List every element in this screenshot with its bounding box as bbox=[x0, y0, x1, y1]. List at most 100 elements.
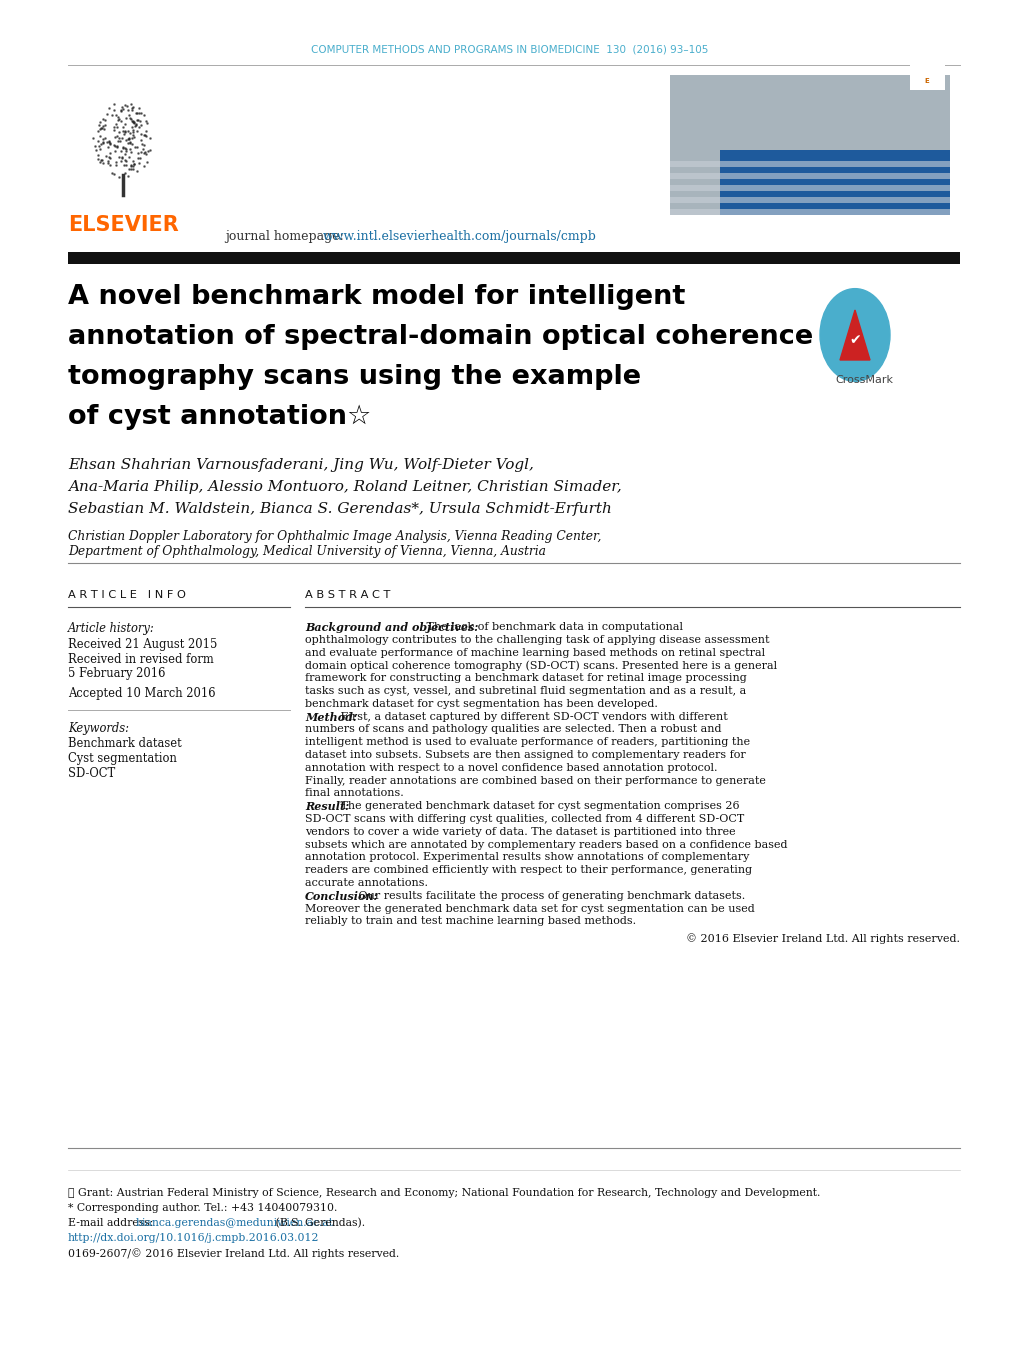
Point bbox=[0, 1339, 8, 1351]
Point bbox=[0, 1339, 8, 1351]
Point bbox=[0, 1339, 8, 1351]
Polygon shape bbox=[840, 309, 869, 359]
Point bbox=[0, 1339, 8, 1351]
Point bbox=[0, 1339, 8, 1351]
Point bbox=[0, 1339, 8, 1351]
Point bbox=[0, 1339, 8, 1351]
FancyBboxPatch shape bbox=[669, 209, 949, 215]
Point bbox=[0, 1339, 8, 1351]
Point bbox=[0, 1339, 8, 1351]
Point bbox=[0, 1339, 8, 1351]
Point bbox=[0, 1339, 8, 1351]
Point bbox=[0, 1339, 8, 1351]
Point bbox=[0, 1339, 8, 1351]
Text: Received in revised form: Received in revised form bbox=[68, 653, 214, 666]
Point bbox=[0, 1339, 8, 1351]
Point bbox=[0, 1339, 8, 1351]
Text: http://dx.doi.org/10.1016/j.cmpb.2016.03.012: http://dx.doi.org/10.1016/j.cmpb.2016.03… bbox=[68, 1233, 319, 1243]
Point bbox=[0, 1339, 8, 1351]
Point bbox=[0, 1339, 8, 1351]
Point bbox=[0, 1339, 8, 1351]
Point bbox=[0, 1339, 8, 1351]
Point bbox=[0, 1339, 8, 1351]
Point bbox=[0, 1339, 8, 1351]
Point bbox=[0, 1339, 8, 1351]
Point bbox=[0, 1339, 8, 1351]
Point bbox=[0, 1339, 8, 1351]
Point bbox=[0, 1339, 8, 1351]
Point bbox=[0, 1339, 8, 1351]
Point bbox=[0, 1339, 8, 1351]
Text: SD-OCT: SD-OCT bbox=[68, 767, 115, 780]
Point bbox=[0, 1339, 8, 1351]
Point bbox=[0, 1339, 8, 1351]
Point bbox=[0, 1339, 8, 1351]
Text: Conclusion:: Conclusion: bbox=[305, 890, 378, 902]
Point bbox=[0, 1339, 8, 1351]
Point bbox=[0, 1339, 8, 1351]
Point bbox=[0, 1339, 8, 1351]
Point bbox=[0, 1339, 8, 1351]
Point bbox=[0, 1339, 8, 1351]
Point bbox=[0, 1339, 8, 1351]
FancyBboxPatch shape bbox=[669, 173, 949, 178]
Point bbox=[0, 1339, 8, 1351]
Text: subsets which are annotated by complementary readers based on a confidence based: subsets which are annotated by complemen… bbox=[305, 839, 787, 850]
Point bbox=[0, 1339, 8, 1351]
Point bbox=[0, 1339, 8, 1351]
Point bbox=[0, 1339, 8, 1351]
Point bbox=[0, 1339, 8, 1351]
Point bbox=[0, 1339, 8, 1351]
Point bbox=[0, 1339, 8, 1351]
Point bbox=[0, 1339, 8, 1351]
Text: Benchmark dataset: Benchmark dataset bbox=[68, 738, 181, 750]
Point bbox=[0, 1339, 8, 1351]
Text: ★ Grant: Austrian Federal Ministry of Science, Research and Economy; National Fo: ★ Grant: Austrian Federal Ministry of Sc… bbox=[68, 1188, 819, 1198]
Point bbox=[0, 1339, 8, 1351]
Text: journal homepage:: journal homepage: bbox=[225, 230, 347, 243]
Point bbox=[0, 1339, 8, 1351]
Point bbox=[0, 1339, 8, 1351]
FancyBboxPatch shape bbox=[669, 76, 949, 215]
Point bbox=[0, 1339, 8, 1351]
Text: ELSEVIER: ELSEVIER bbox=[68, 215, 178, 235]
Point bbox=[0, 1339, 8, 1351]
Point bbox=[0, 1339, 8, 1351]
Point bbox=[0, 1339, 8, 1351]
Text: SD-OCT scans with differing cyst qualities, collected from 4 different SD-OCT: SD-OCT scans with differing cyst qualiti… bbox=[305, 815, 744, 824]
Point bbox=[0, 1339, 8, 1351]
Text: benchmark dataset for cyst segmentation has been developed.: benchmark dataset for cyst segmentation … bbox=[305, 698, 657, 709]
Point bbox=[0, 1339, 8, 1351]
Point bbox=[0, 1339, 8, 1351]
Point bbox=[0, 1339, 8, 1351]
FancyBboxPatch shape bbox=[669, 197, 949, 203]
Point bbox=[0, 1339, 8, 1351]
Point bbox=[0, 1339, 8, 1351]
Point bbox=[0, 1339, 8, 1351]
Point bbox=[0, 1339, 8, 1351]
Point bbox=[0, 1339, 8, 1351]
Point bbox=[0, 1339, 8, 1351]
Point bbox=[0, 1339, 8, 1351]
Point bbox=[0, 1339, 8, 1351]
Text: A R T I C L E   I N F O: A R T I C L E I N F O bbox=[68, 590, 185, 600]
Text: tasks such as cyst, vessel, and subretinal fluid segmentation and as a result, a: tasks such as cyst, vessel, and subretin… bbox=[305, 686, 746, 696]
Point bbox=[0, 1339, 8, 1351]
FancyBboxPatch shape bbox=[68, 253, 959, 263]
Point bbox=[0, 1339, 8, 1351]
Circle shape bbox=[819, 289, 890, 381]
Point bbox=[0, 1339, 8, 1351]
Text: domain optical coherence tomography (SD-OCT) scans. Presented here is a general: domain optical coherence tomography (SD-… bbox=[305, 661, 776, 671]
Text: A novel benchmark model for intelligent: A novel benchmark model for intelligent bbox=[68, 284, 685, 309]
Point bbox=[0, 1339, 8, 1351]
Point bbox=[0, 1339, 8, 1351]
Point bbox=[0, 1339, 8, 1351]
Text: The lack of benchmark data in computational: The lack of benchmark data in computatio… bbox=[422, 621, 682, 632]
Point bbox=[0, 1339, 8, 1351]
Text: numbers of scans and pathology qualities are selected. Then a robust and: numbers of scans and pathology qualities… bbox=[305, 724, 720, 735]
Text: intelligent method is used to evaluate performance of readers, partitioning the: intelligent method is used to evaluate p… bbox=[305, 738, 749, 747]
Text: vendors to cover a wide variety of data. The dataset is partitioned into three: vendors to cover a wide variety of data.… bbox=[305, 827, 735, 836]
Point bbox=[0, 1339, 8, 1351]
Point bbox=[0, 1339, 8, 1351]
Text: Christian Doppler Laboratory for Ophthalmic Image Analysis, Vienna Reading Cente: Christian Doppler Laboratory for Ophthal… bbox=[68, 530, 601, 543]
